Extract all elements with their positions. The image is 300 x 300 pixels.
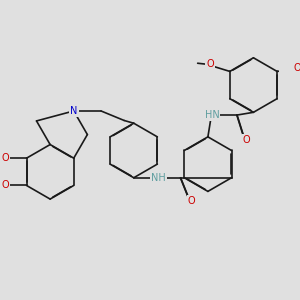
Text: O: O — [1, 153, 9, 163]
Text: O: O — [188, 196, 195, 206]
Text: O: O — [206, 59, 214, 69]
Text: N: N — [70, 106, 77, 116]
Text: O: O — [1, 180, 9, 190]
Text: NH: NH — [151, 173, 166, 183]
Text: O: O — [243, 135, 250, 145]
Text: O: O — [294, 63, 300, 73]
Text: HN: HN — [205, 110, 219, 120]
